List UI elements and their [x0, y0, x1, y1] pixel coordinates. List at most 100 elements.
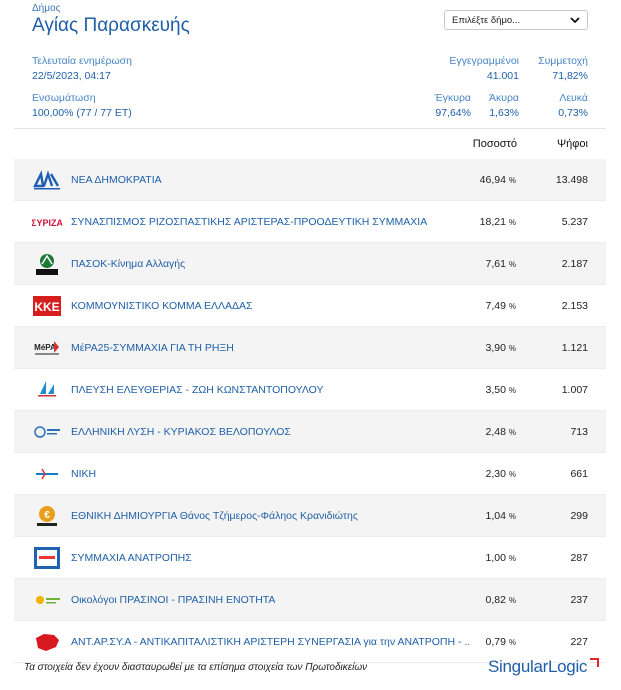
- green-logo-icon: [32, 588, 62, 612]
- party-name[interactable]: ΣΥΜΜΑΧΙΑ ΑΝΑΤΡΟΠΗΣ: [71, 551, 192, 564]
- party-name[interactable]: ΠΛΕΥΣΗ ΕΛΕΥΘΕΡΙΑΣ - ΖΩΗ ΚΩΝΣΤΑΝΤΟΠΟΥΛΟΥ: [71, 383, 324, 396]
- ethniki-dimiourgia-logo-icon: €: [32, 504, 62, 528]
- kke-logo-icon: KKE: [32, 294, 62, 318]
- integration: Ενσωμάτωση 100,00% (77 / 77 ΕΤ): [32, 92, 132, 119]
- last-update-value: 22/5/2023, 04:17: [32, 70, 111, 82]
- party-votes: 237: [570, 593, 588, 606]
- party-percent: 2,48 %: [485, 425, 516, 438]
- brand-part-a: Singular: [488, 657, 548, 676]
- party-name[interactable]: ΣΥΝΑΣΠΙΣΜΟΣ ΡΙΖΟΣΠΑΣΤΙΚΗΣ ΑΡΙΣΤΕΡΑΣ-ΠΡΟΟ…: [71, 215, 428, 228]
- svg-text:€: €: [44, 510, 50, 521]
- pasok-logo-icon: [32, 252, 62, 276]
- party-name[interactable]: Οικολόγοι ΠΡΑΣΙΝΟΙ - ΠΡΑΣΙΝΗ ΕΝΟΤΗΤΑ: [71, 593, 276, 606]
- integration-label: Ενσωμάτωση: [32, 92, 96, 104]
- party-votes: 661: [570, 467, 588, 480]
- table-row: Οικολόγοι ΠΡΑΣΙΝΟΙ - ΠΡΑΣΙΝΗ ΕΝΟΤΗΤΑ 0,82…: [14, 579, 606, 621]
- party-votes: 1.121: [561, 341, 588, 354]
- brand-mark-icon: [590, 658, 599, 667]
- last-update-label: Τελευταία ενημέρωση: [32, 55, 132, 67]
- party-percent: 3,50 %: [485, 383, 516, 396]
- brand-part-b: Logic: [547, 657, 588, 676]
- municipality-name: Αγίας Παρασκευής: [32, 15, 190, 36]
- table-row: € ΕΘΝΙΚΗ ΔΗΜΙΟΥΡΓΙΑ Θάνος Τζήμερος-Φάληος…: [14, 495, 606, 537]
- registered-value: 41.001: [486, 70, 519, 82]
- mera25-logo-icon: MéPA: [32, 336, 62, 360]
- party-votes: 287: [570, 551, 588, 564]
- last-update: Τελευταία ενημέρωση 22/5/2023, 04:17: [32, 55, 132, 82]
- table-row: MéPA ΜέΡΑ25-ΣΥΜΜΑΧΙΑ ΓΙΑ ΤΗ ΡΗΞΗ 3,90 % 1.1…: [14, 327, 606, 369]
- elliniki-lysi-logo-icon: [32, 420, 62, 444]
- party-percent: 7,49 %: [485, 299, 516, 312]
- table-row: ΕΛΛΗΝΙΚΗ ΛΥΣΗ - ΚΥΡΙΑΚΟΣ ΒΕΛΟΠΟΥΛΟΣ 2,48 …: [14, 411, 606, 453]
- table-row: ΝΙΚΗ 2,30 % 661: [14, 453, 606, 495]
- party-name[interactable]: ΑΝΤ.ΑΡ.ΣΥ.Α - ΑΝΤΙΚΑΠΙΤΑΛΙΣΤΙΚΗ ΑΡΙΣΤΕΡΗ…: [71, 635, 471, 648]
- party-name[interactable]: ΝΙΚΗ: [71, 467, 97, 480]
- party-votes: 5.237: [561, 215, 588, 228]
- valid-label: Έγκυρα: [434, 92, 471, 104]
- party-name[interactable]: ΕΘΝΙΚΗ ΔΗΜΙΟΥΡΓΙΑ Θάνος Τζήμερος-Φάληος …: [71, 509, 358, 522]
- party-name[interactable]: ΚΟΜΜΟΥΝΙΣΤΙΚΟ ΚΟΜΜΑ ΕΛΛΑΔΑΣ: [71, 299, 253, 312]
- table-row: ΑΝΤ.ΑΡ.ΣΥ.Α - ΑΝΤΙΚΑΠΙΤΑΛΙΣΤΙΚΗ ΑΡΙΣΤΕΡΗ…: [14, 621, 606, 663]
- svg-text:MéPA: MéPA: [34, 343, 56, 352]
- chevron-down-icon: [570, 17, 580, 24]
- invalid-value: 1,63%: [489, 107, 519, 119]
- turnout: Συμμετοχή 71,82%: [538, 55, 588, 82]
- svg-text:ΣΥΡΙΖΑ: ΣΥΡΙΖΑ: [32, 218, 62, 228]
- divider: [14, 128, 606, 129]
- results-table: ΝΕΑ ΔΗΜΟΚΡΑΤΙΑ 46,94 % 13.498 ΣΥΡΙΖΑ ΣΥΝΑΣΠΙ…: [14, 159, 606, 663]
- turnout-label: Συμμετοχή: [538, 55, 588, 67]
- party-percent: 2,30 %: [485, 467, 516, 480]
- party-votes: 1.007: [561, 383, 588, 396]
- blank-label: Λευκά: [559, 92, 588, 104]
- blank-value: 0,73%: [558, 107, 588, 119]
- table-row: ΠΛΕΥΣΗ ΕΛΕΥΘΕΡΙΑΣ - ΖΩΗ ΚΩΝΣΤΑΝΤΟΠΟΥΛΟΥ 3…: [14, 369, 606, 411]
- registered: Εγγεγραμμένοι 41.001: [449, 55, 519, 82]
- symmachia-logo-icon: [32, 546, 62, 570]
- disclaimer-note: Τα στοιχεία δεν έχουν διασταυρωθεί με τα…: [24, 662, 368, 673]
- blank: Λευκά 0,73%: [558, 92, 588, 119]
- party-percent: 3,90 %: [485, 341, 516, 354]
- brand-logo: SingularLogic: [488, 657, 587, 677]
- valid: Έγκυρα 97,64%: [434, 92, 471, 119]
- invalid-label: Άκυρα: [488, 92, 519, 104]
- party-percent: 1,04 %: [485, 509, 516, 522]
- municipality-select-value: Επιλέξτε δήμο...: [452, 15, 521, 26]
- turnout-value: 71,82%: [552, 70, 588, 82]
- integration-value: 100,00% (77 / 77 ΕΤ): [32, 107, 132, 119]
- party-percent: 46,94 %: [479, 173, 516, 186]
- nd-logo-icon: [32, 168, 62, 192]
- party-votes: 713: [570, 425, 588, 438]
- party-percent: 0,79 %: [485, 635, 516, 648]
- antarsya-logo-icon: [32, 630, 62, 654]
- party-votes: 227: [570, 635, 588, 648]
- municipality-select[interactable]: Επιλέξτε δήμο...: [444, 10, 588, 30]
- party-percent: 0,82 %: [485, 593, 516, 606]
- column-header-votes: Ψήφοι: [556, 138, 588, 150]
- party-votes: 13.498: [555, 173, 588, 186]
- party-percent: 1,00 %: [485, 551, 516, 564]
- party-percent: 7,61 %: [485, 257, 516, 270]
- party-name[interactable]: ΕΛΛΗΝΙΚΗ ΛΥΣΗ - ΚΥΡΙΑΚΟΣ ΒΕΛΟΠΟΥΛΟΣ: [71, 425, 291, 438]
- municipality-label: Δήμος: [32, 3, 61, 14]
- table-row: ΣΥΡΙΖΑ ΣΥΝΑΣΠΙΣΜΟΣ ΡΙΖΟΣΠΑΣΤΙΚΗΣ ΑΡΙΣΤΕΡΑ…: [14, 201, 606, 243]
- party-name[interactable]: ΠΑΣΟΚ-Κίνημα Αλλαγής: [71, 257, 186, 270]
- invalid: Άκυρα 1,63%: [489, 92, 519, 119]
- column-header-percent: Ποσοστό: [472, 138, 517, 150]
- valid-value: 97,64%: [435, 107, 471, 119]
- party-percent: 18,21 %: [479, 215, 516, 228]
- registered-label: Εγγεγραμμένοι: [449, 55, 519, 67]
- table-row: ΣΥΜΜΑΧΙΑ ΑΝΑΤΡΟΠΗΣ 1,00 % 287: [14, 537, 606, 579]
- municipality-header: Δήμος Αγίας Παρασκευής: [32, 3, 190, 37]
- table-row: ΝΕΑ ΔΗΜΟΚΡΑΤΙΑ 46,94 % 13.498: [14, 159, 606, 201]
- party-votes: 2.153: [561, 299, 588, 312]
- party-votes: 299: [570, 509, 588, 522]
- niki-logo-icon: [32, 462, 62, 486]
- party-name[interactable]: ΜέΡΑ25-ΣΥΜΜΑΧΙΑ ΓΙΑ ΤΗ ΡΗΞΗ: [71, 341, 234, 354]
- plefsi-logo-icon: [32, 378, 62, 402]
- party-votes: 2.187: [561, 257, 588, 270]
- table-row: ΠΑΣΟΚ-Κίνημα Αλλαγής 7,61 % 2.187: [14, 243, 606, 285]
- party-name[interactable]: ΝΕΑ ΔΗΜΟΚΡΑΤΙΑ: [71, 173, 162, 186]
- svg-text:KKE: KKE: [34, 300, 59, 314]
- syriza-logo-icon: ΣΥΡΙΖΑ: [32, 210, 62, 234]
- table-row: KKE ΚΟΜΜΟΥΝΙΣΤΙΚΟ ΚΟΜΜΑ ΕΛΛΑΔΑΣ 7,49 % 2.15…: [14, 285, 606, 327]
